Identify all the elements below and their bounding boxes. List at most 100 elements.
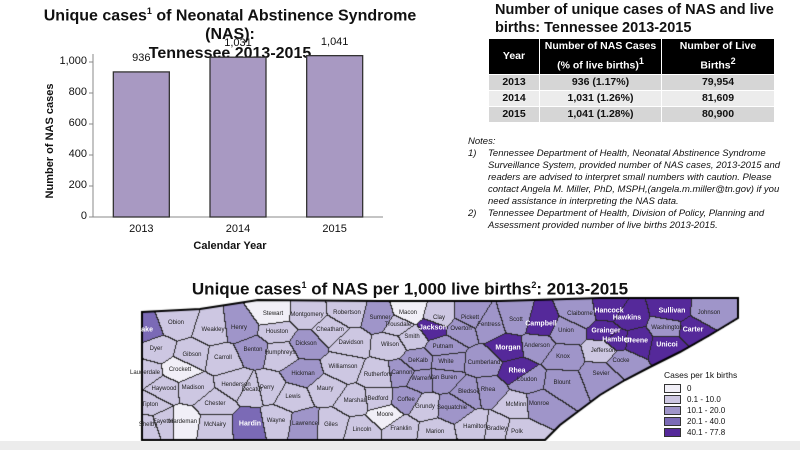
- county-label: Fayette: [152, 419, 174, 425]
- county-label: Henry: [230, 325, 248, 331]
- county-label: Hamblen: [602, 336, 632, 344]
- county-label: Bradley: [486, 426, 508, 432]
- cell: 936 (1.17%): [540, 74, 661, 90]
- header-year: Year: [489, 39, 539, 74]
- county-label: Lake: [137, 326, 153, 334]
- county-label: Houston: [265, 329, 289, 335]
- legend-title: Cases per 1k births: [664, 370, 738, 380]
- legend-swatch: [664, 428, 681, 437]
- county-label: Clay: [432, 315, 446, 321]
- header-nas-cases: Number of NAS Cases (% of live births)1: [540, 39, 661, 74]
- county-label: Macon: [398, 310, 418, 316]
- county-label: Sumner: [369, 315, 391, 321]
- county-label: Rhea: [480, 387, 496, 393]
- county-label: Lewis: [285, 394, 301, 400]
- county-label: Anderson: [524, 343, 550, 349]
- county-label: Smith: [404, 334, 420, 340]
- legend-item: 0.1 - 10.0: [664, 394, 737, 405]
- county-label: Stewart: [262, 311, 284, 317]
- legend-swatch: [664, 406, 681, 415]
- legend-label: 40.1 - 77.8: [687, 428, 726, 437]
- county-label: Washington: [651, 325, 683, 331]
- county-label: Gibson: [182, 352, 202, 358]
- county-label: Marshall: [343, 398, 367, 404]
- nas-births-table: Year Number of NAS Cases (% of live birt…: [488, 38, 775, 123]
- county-label: Polk: [511, 429, 523, 435]
- county-label: Cheatham: [316, 327, 344, 333]
- notes-heading: Notes:: [468, 136, 496, 147]
- county-label: Perry: [259, 385, 275, 391]
- county-label: McNairy: [204, 422, 226, 428]
- bar-2013: [112, 71, 170, 218]
- county-label: Campbell: [525, 320, 557, 328]
- county-label: Obion: [167, 320, 185, 326]
- legend-item: 10.1 - 20.0: [664, 405, 737, 416]
- x-tick-label: 2013: [129, 223, 154, 235]
- county-label: McMinn: [505, 402, 527, 408]
- county-label: Putnam: [432, 344, 454, 350]
- county-label: Giles: [324, 422, 338, 428]
- table-row: 2013 936 (1.17%) 79,954: [489, 74, 774, 90]
- county-label: Davidson: [338, 340, 364, 346]
- legend-item: 20.1 - 40.0: [664, 416, 737, 427]
- y-tick-label: 400: [68, 148, 87, 160]
- county-label: Weakley: [201, 327, 225, 333]
- county-label: Sequatchie: [436, 405, 468, 411]
- cell: 2014: [489, 90, 539, 106]
- y-tick-label: 1,000: [59, 55, 87, 67]
- county-label: Hawkins: [612, 314, 642, 322]
- county-label: Chester: [204, 401, 226, 407]
- y-tick-label: 200: [68, 179, 87, 191]
- bar-2015: [306, 54, 364, 218]
- table-row: 2014 1,031 (1.26%) 81,609: [489, 90, 774, 106]
- county-label: Johnson: [697, 310, 721, 316]
- county-label: Decatur: [241, 387, 263, 393]
- legend-label: 20.1 - 40.0: [687, 417, 726, 426]
- county-label: Haywood: [151, 386, 177, 392]
- county-label: Knox: [556, 354, 570, 360]
- y-tick-label: 800: [68, 86, 87, 98]
- county-label: Rhea: [508, 367, 526, 375]
- county-label: Bedford: [367, 396, 389, 402]
- cell: 1,031 (1.26%): [540, 90, 661, 106]
- data-label: 1,031: [224, 37, 252, 50]
- county-label: Sullivan: [658, 307, 686, 315]
- county-label: Scott: [509, 317, 523, 323]
- data-label: 1,041: [320, 35, 349, 48]
- legend-item: 40.1 - 77.8: [664, 427, 737, 438]
- county-label: Hancock: [594, 307, 624, 315]
- county-label: Jefferson: [590, 348, 616, 354]
- county-label: Warren: [411, 376, 431, 382]
- county-label: Wilson: [380, 342, 400, 348]
- bottom-strip: [0, 441, 800, 450]
- county-label: Moore: [376, 412, 394, 418]
- county-label: Crockett: [168, 367, 192, 373]
- county-label: Hamilton: [463, 424, 487, 430]
- county-label: Trousdale: [384, 322, 412, 328]
- email-link[interactable]: angela.m.miller@tn.gov: [650, 184, 751, 195]
- y-axis-label: Number of NAS cases: [44, 83, 56, 199]
- county-label: Maury: [316, 386, 334, 392]
- cell: 80,900: [662, 106, 774, 122]
- county-label: Marion: [425, 429, 445, 435]
- legend-label: 0.1 - 10.0: [687, 395, 721, 404]
- county-label: Carroll: [214, 355, 232, 361]
- table-title: Number of unique cases of NAS and live b…: [495, 2, 774, 36]
- county-label: Shelby: [138, 422, 158, 428]
- county-label: White: [438, 359, 454, 365]
- county-label: Fentress: [477, 322, 501, 328]
- x-tick-label: 2015: [322, 223, 347, 235]
- county-label: Unicoi: [656, 341, 678, 349]
- county-label: DeKalb: [408, 358, 428, 364]
- county-label: Hickman: [291, 371, 315, 377]
- county-label: Loudon: [516, 377, 538, 383]
- cell: 81,609: [662, 90, 774, 106]
- county-label: Humphreys: [264, 350, 296, 356]
- legend-item: 0: [664, 383, 737, 394]
- county-label: Bledsoe: [458, 389, 480, 395]
- legend-swatch: [664, 417, 681, 426]
- county-label: Monroe: [528, 401, 550, 407]
- x-axis-label: Calendar Year: [193, 240, 267, 252]
- county-label: Blount: [553, 380, 571, 386]
- county-label: Hardin: [238, 420, 262, 428]
